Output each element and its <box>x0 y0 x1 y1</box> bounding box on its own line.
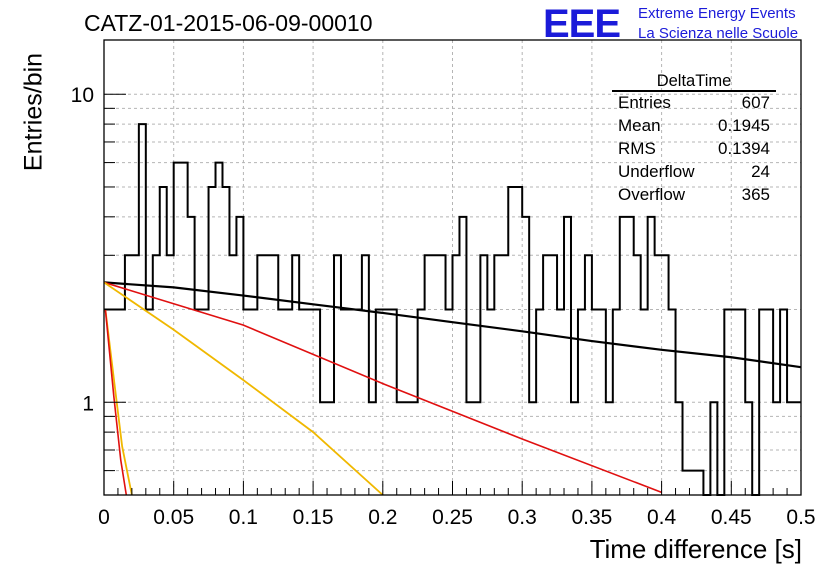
x-tick-label: 0.4 <box>647 506 677 529</box>
x-tick-label: 0.45 <box>711 506 752 529</box>
chart-title: CATZ-01-2015-06-09-00010 <box>84 10 373 36</box>
curve-series-3 <box>104 309 133 496</box>
stat-label: RMS <box>618 139 656 158</box>
logo-line-2: La Scienza nelle Scuole <box>638 25 799 42</box>
x-tick-label: 0.05 <box>153 506 194 529</box>
y-tick-label: 10 <box>71 84 94 107</box>
x-tick-label: 0.3 <box>508 506 537 529</box>
stats-divider <box>612 90 776 92</box>
y-axis-label: Entries/bin <box>19 52 48 172</box>
stat-label: Mean <box>618 116 661 135</box>
stat-label: Underflow <box>618 162 695 181</box>
stat-value: 24 <box>751 162 770 181</box>
y-tick-label: 1 <box>82 392 94 415</box>
curve-series-1 <box>103 281 662 494</box>
logo-line-1: Extreme Energy Events <box>638 5 796 22</box>
eee-logo: EEE <box>543 2 621 46</box>
x-tick-label: 0.1 <box>229 506 258 529</box>
histogram-steps <box>104 123 801 496</box>
x-tick-label: 0.25 <box>432 506 473 529</box>
x-tick-label: 0.15 <box>293 506 334 529</box>
curve-series-4 <box>104 309 128 496</box>
stat-value: 0.1945 <box>718 116 770 135</box>
stat-value: 0.1394 <box>718 139 770 158</box>
stat-value: 607 <box>741 93 770 112</box>
stat-label: Entries <box>618 93 671 112</box>
stat-value: 365 <box>741 185 770 204</box>
curve-series-0 <box>103 281 802 369</box>
stats-title: DeltaTime <box>656 72 732 90</box>
stat-label: Overflow <box>618 185 686 204</box>
curve-series-2 <box>103 281 384 496</box>
x-tick-label: 0.35 <box>571 506 612 529</box>
x-tick-label: 0 <box>98 506 110 529</box>
x-tick-label: 0.5 <box>786 506 815 529</box>
x-tick-label: 0.2 <box>368 506 397 529</box>
x-axis-label: Time difference [s] <box>589 534 802 564</box>
